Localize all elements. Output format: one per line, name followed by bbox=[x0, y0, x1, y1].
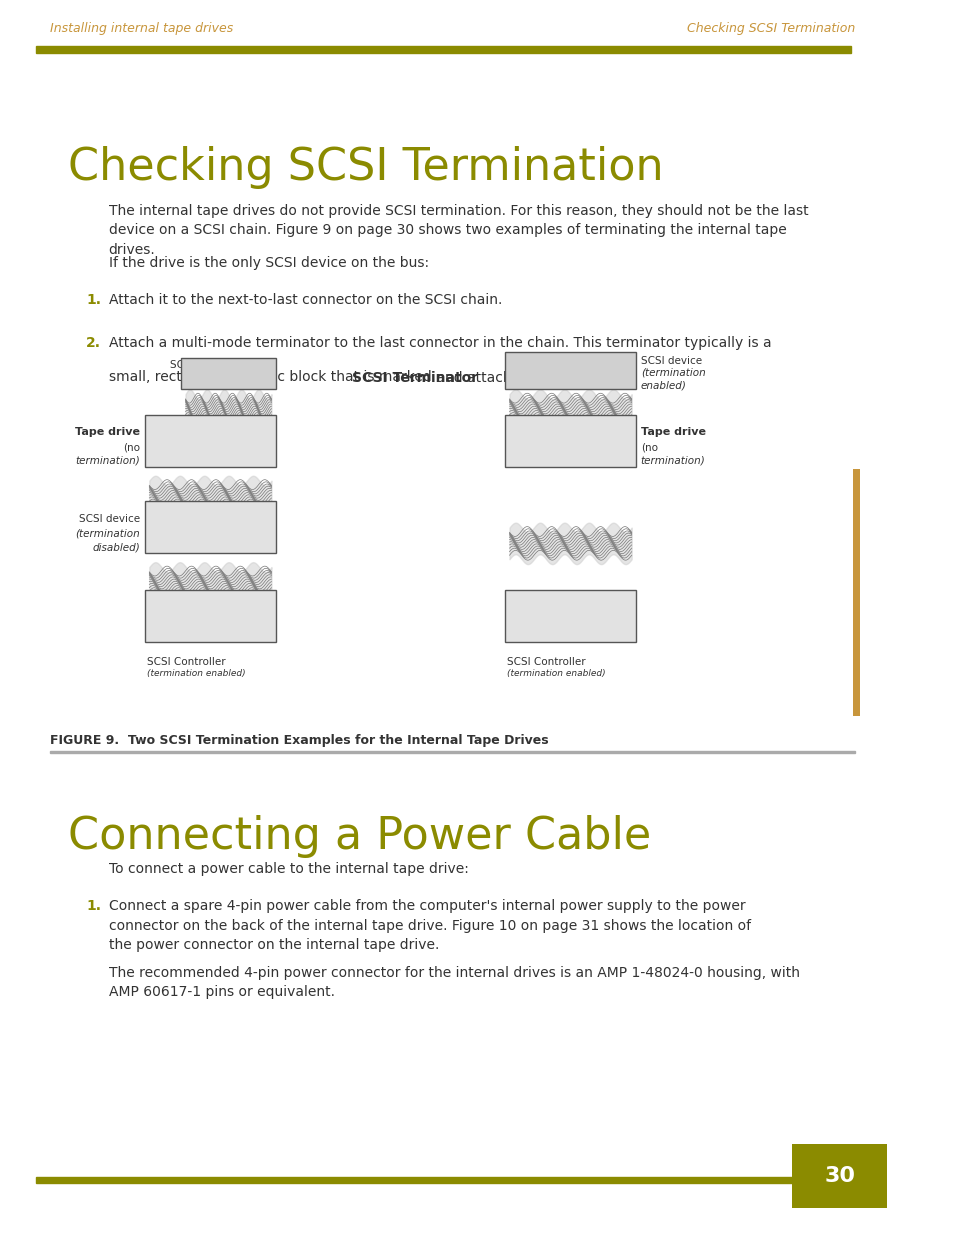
Text: Checking SCSI Termination: Checking SCSI Termination bbox=[68, 146, 662, 189]
Text: SCSI Terminator: SCSI Terminator bbox=[171, 361, 253, 370]
Text: (termination enabled): (termination enabled) bbox=[506, 669, 605, 678]
Text: SCSI device: SCSI device bbox=[79, 514, 140, 524]
Text: Tape drive: Tape drive bbox=[640, 427, 705, 437]
Text: Checking SCSI Termination: Checking SCSI Termination bbox=[686, 21, 854, 35]
Text: 1.: 1. bbox=[86, 899, 101, 913]
Text: (termination: (termination bbox=[640, 368, 705, 378]
Text: To connect a power cable to the internal tape drive:: To connect a power cable to the internal… bbox=[109, 862, 468, 876]
Text: (no: (no bbox=[640, 442, 657, 452]
Text: termination): termination) bbox=[640, 456, 705, 466]
Text: (termination: (termination bbox=[75, 529, 140, 538]
Text: Attach it to the next-to-last connector on the SCSI chain.: Attach it to the next-to-last connector … bbox=[109, 293, 501, 306]
Text: SCSI Terminator: SCSI Terminator bbox=[352, 370, 477, 384]
Bar bbox=[50, 751, 854, 753]
Text: Tape drive: Tape drive bbox=[75, 427, 140, 437]
Bar bbox=[181, 358, 275, 389]
Text: and attaches to the cable.: and attaches to the cable. bbox=[432, 370, 618, 384]
Bar bbox=[791, 1144, 886, 1208]
Text: 1.: 1. bbox=[86, 293, 101, 306]
Bar bbox=[145, 415, 275, 467]
Bar bbox=[504, 590, 636, 642]
Bar bbox=[852, 469, 859, 716]
Text: Connect a spare 4-pin power cable from the computer's internal power supply to t: Connect a spare 4-pin power cable from t… bbox=[109, 899, 750, 952]
Bar bbox=[145, 590, 275, 642]
Bar bbox=[145, 501, 275, 553]
Text: Installing internal tape drives: Installing internal tape drives bbox=[50, 21, 233, 35]
Text: (termination enabled): (termination enabled) bbox=[147, 669, 245, 678]
Text: small, rectangular plastic block that is marked: small, rectangular plastic block that is… bbox=[109, 370, 436, 384]
Text: Attach a multi-mode terminator to the last connector in the chain. This terminat: Attach a multi-mode terminator to the la… bbox=[109, 336, 770, 350]
Text: The recommended 4-pin power connector for the internal drives is an AMP 1-48024-: The recommended 4-pin power connector fo… bbox=[109, 966, 799, 999]
Text: 30: 30 bbox=[823, 1166, 855, 1186]
Text: (no: (no bbox=[123, 442, 140, 452]
Bar bbox=[504, 415, 636, 467]
Text: The internal tape drives do not provide SCSI termination. For this reason, they : The internal tape drives do not provide … bbox=[109, 204, 807, 257]
Bar bbox=[36, 46, 850, 53]
Text: SCSI device: SCSI device bbox=[640, 356, 701, 366]
Text: SCSI Controller: SCSI Controller bbox=[147, 657, 225, 667]
Text: 2.: 2. bbox=[86, 336, 101, 350]
Text: If the drive is the only SCSI device on the bus:: If the drive is the only SCSI device on … bbox=[109, 256, 428, 269]
Text: Connecting a Power Cable: Connecting a Power Cable bbox=[68, 815, 651, 858]
Text: FIGURE 9.  Two SCSI Termination Examples for the Internal Tape Drives: FIGURE 9. Two SCSI Termination Examples … bbox=[50, 734, 548, 747]
Text: SCSI Controller: SCSI Controller bbox=[506, 657, 585, 667]
Text: termination): termination) bbox=[75, 456, 140, 466]
Text: disabled): disabled) bbox=[92, 542, 140, 552]
Bar bbox=[36, 1177, 832, 1183]
Text: enabled): enabled) bbox=[640, 380, 686, 390]
Bar bbox=[504, 352, 636, 389]
